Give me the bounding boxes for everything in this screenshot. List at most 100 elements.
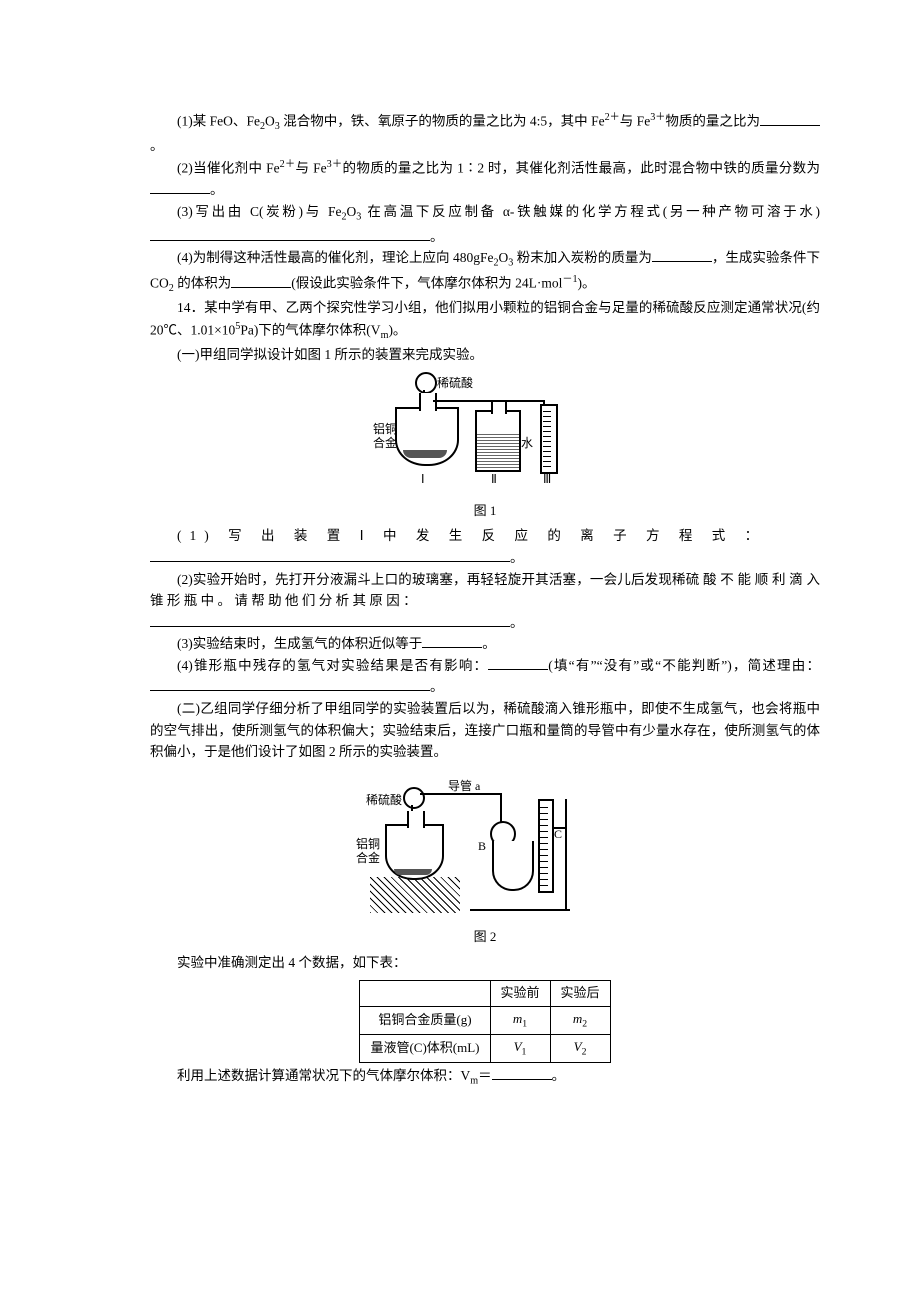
t: 。 <box>430 229 444 244</box>
t: 与 Fe <box>296 160 327 175</box>
t: (假设此实验条件下，气体摩尔体积为 24L·mol <box>291 276 562 291</box>
roman-3: Ⅲ <box>543 470 551 489</box>
q14-1: (1) 写 出 装 置 Ⅰ 中 发 生 反 应 的 离 子 方 程 式 ： 。 <box>150 525 820 568</box>
blank <box>150 226 430 241</box>
q13-3: (3)写出由 C(炭粉)与 Fe2O3 在高温下反应制备 α-铁触媒的化学方程式… <box>150 201 820 247</box>
q14-part1: (一)甲组同学拟设计如图 1 所示的装置来完成实验。 <box>150 344 820 366</box>
cell: m2 <box>550 1006 610 1034</box>
t: 在高温下反应制备 α-铁触媒的化学方程式(另一种产物可溶于水) <box>361 204 820 219</box>
table-row: 量液管(C)体积(mL) V1 V2 <box>360 1034 610 1062</box>
t: 。 <box>510 550 524 565</box>
cell: V2 <box>550 1034 610 1062</box>
t: 粉末加入炭粉的质量为 <box>513 250 652 265</box>
burette-ticks <box>540 802 548 886</box>
t: (3)实验结束时，生成氢气的体积近似等于 <box>177 636 422 651</box>
t: )。 <box>578 276 596 291</box>
hatch-block <box>370 877 460 913</box>
cell: 量液管(C)体积(mL) <box>360 1034 490 1062</box>
sup: 2＋ <box>280 159 296 170</box>
sub: 1 <box>522 1046 527 1057</box>
cell: 铝铜合金质量(g) <box>360 1006 490 1034</box>
blank <box>150 612 510 627</box>
alloy-icon <box>394 869 432 875</box>
sup: －1 <box>562 274 577 285</box>
alloy-icon <box>403 450 447 458</box>
funnel-icon <box>403 787 425 809</box>
t: (填“有”“没有”或“不能判断”)，简述理由： <box>548 658 820 673</box>
cell-blank <box>360 980 490 1006</box>
blank <box>488 655 548 670</box>
t: 物质的量之比为 <box>665 114 760 129</box>
table-intro: 实验中准确测定出 4 个数据，如下表： <box>150 952 820 974</box>
t: O <box>265 114 275 129</box>
label-acid: 稀硫酸 <box>437 374 473 393</box>
roman-2: Ⅱ <box>491 470 497 489</box>
q13-2: (2)当催化剂中 Fe2＋与 Fe3＋的物质的量之比为 1∶2 时，其催化剂活性… <box>150 157 820 201</box>
stand-vertical <box>565 799 567 911</box>
t: 的物质的量之比为 1∶2 时，其催化剂活性最高，此时混合物中铁的质量分数为 <box>343 160 821 175</box>
t: (1)某 FeO、Fe <box>177 114 260 129</box>
t: 与 Fe <box>620 114 650 129</box>
t: 混合物中，铁、氧原子的物质的量之比为 4:5，其中 Fe <box>280 114 605 129</box>
cell: 实验前 <box>490 980 550 1006</box>
t: 。 <box>210 182 224 197</box>
t: O <box>347 204 357 219</box>
figure-2-caption: 图 2 <box>150 927 820 948</box>
q14-4: (4)锥形瓶中残存的氢气对实验结果是否有影响： (填“有”“没有”或“不能判断”)… <box>150 655 820 698</box>
t: (2)当催化剂中 Fe <box>177 160 280 175</box>
blank <box>652 248 712 263</box>
t: 。 <box>510 615 524 630</box>
q14-part2: (二)乙组同学仔细分析了甲组同学的实验装置后以为，稀硫酸滴入锥形瓶中，即使不生成… <box>150 698 820 763</box>
roman-1: Ⅰ <box>421 470 425 489</box>
final-line: 利用上述数据计算通常状况下的气体摩尔体积：Vm＝。 <box>150 1065 820 1090</box>
q13-1: (1)某 FeO、Fe2O3 混合物中，铁、氧原子的物质的量之比为 4:5，其中… <box>150 110 820 157</box>
label-alloy2: 合金 <box>367 434 397 453</box>
t: (4)为制得这种活性最高的催化剂，理论上应向 480gFe <box>177 250 493 265</box>
sub: 2 <box>582 1018 587 1029</box>
table-row: 实验前 实验后 <box>360 980 610 1006</box>
q14-2: (2)实验开始时，先打开分液漏斗上口的玻璃塞，再轻轻旋开其活塞，一会儿后发现稀硫… <box>150 569 820 634</box>
t: (3)写出由 C(炭粉)与 Fe <box>177 204 341 219</box>
blank <box>150 547 510 562</box>
sub: m <box>470 1076 478 1087</box>
stand-base <box>470 909 570 911</box>
t: m <box>513 1011 522 1026</box>
t: 。 <box>552 1068 566 1083</box>
table-row: 铝铜合金质量(g) m1 m2 <box>360 1006 610 1034</box>
t: 。 <box>430 679 444 694</box>
t: V <box>574 1039 582 1054</box>
figure-1-caption: 图 1 <box>150 501 820 522</box>
blank <box>150 677 430 692</box>
sup: 3＋ <box>327 159 343 170</box>
sup: 3＋ <box>650 112 665 123</box>
label-acid: 稀硫酸 <box>366 791 402 810</box>
figure-1: 稀硫酸 铝铜 合金 水 Ⅰ Ⅱ Ⅲ <box>150 372 820 499</box>
t: 的体积为 <box>174 276 231 291</box>
q13-4: (4)为制得这种活性最高的催化剂，理论上应向 480gFe2O3 粉末加入炭粉的… <box>150 247 820 297</box>
cell: 实验后 <box>550 980 610 1006</box>
blank <box>422 634 482 649</box>
t: Pa)下的气体摩尔体积(V <box>240 322 380 337</box>
funnel-icon <box>415 372 437 394</box>
utube-icon <box>492 841 534 891</box>
t: m <box>573 1011 582 1026</box>
figure-2: 稀硫酸 导管 a 铝铜 合金 B C <box>150 769 820 926</box>
blank <box>492 1066 552 1081</box>
cell: m1 <box>490 1006 550 1034</box>
t: (2)实验开始时，先打开分液漏斗上口的玻璃塞，再轻轻旋开其活塞，一会儿后发现稀硫… <box>150 572 820 609</box>
t: V <box>514 1039 522 1054</box>
t: (4)锥形瓶中残存的氢气对实验结果是否有影响： <box>177 658 488 673</box>
blank <box>760 111 820 126</box>
label-tube-a: 导管 a <box>448 777 480 796</box>
t: O <box>499 250 509 265</box>
t: (1) 写 出 装 置 Ⅰ 中 发 生 反 应 的 离 子 方 程 式 ： <box>177 528 766 543</box>
label-water: 水 <box>521 434 533 453</box>
t: ＝ <box>478 1068 492 1083</box>
t: )。 <box>388 322 406 337</box>
t: 。 <box>482 636 496 651</box>
tube <box>503 400 545 402</box>
label-C: C <box>554 825 562 844</box>
water-fill <box>477 432 519 468</box>
sub: 1 <box>522 1018 527 1029</box>
label-alloy2: 合金 <box>356 849 380 868</box>
